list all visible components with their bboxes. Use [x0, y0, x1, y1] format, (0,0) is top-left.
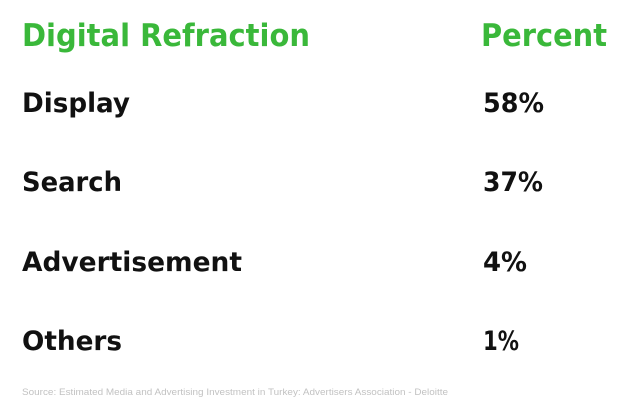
row-percent-value: 37%: [483, 167, 543, 198]
row-percent-value: 4%: [483, 247, 527, 278]
table-row: Advertisement 4%: [22, 247, 527, 278]
row-category-label: Display: [22, 88, 130, 119]
header-category: Digital Refraction: [22, 18, 310, 54]
row-category-label: Search: [22, 167, 122, 198]
row-percent-value: 58%: [483, 88, 544, 119]
source-note: Source: Estimated Media and Advertising …: [22, 387, 448, 398]
row-percent-value: 1%: [483, 326, 519, 357]
table-row: Others 1%: [22, 326, 519, 357]
table-row: Display 58%: [22, 88, 544, 119]
table-row: Search 37%: [22, 167, 543, 198]
header-percent: Percent: [481, 18, 607, 54]
row-category-label: Advertisement: [22, 247, 242, 278]
row-category-label: Others: [22, 326, 122, 357]
